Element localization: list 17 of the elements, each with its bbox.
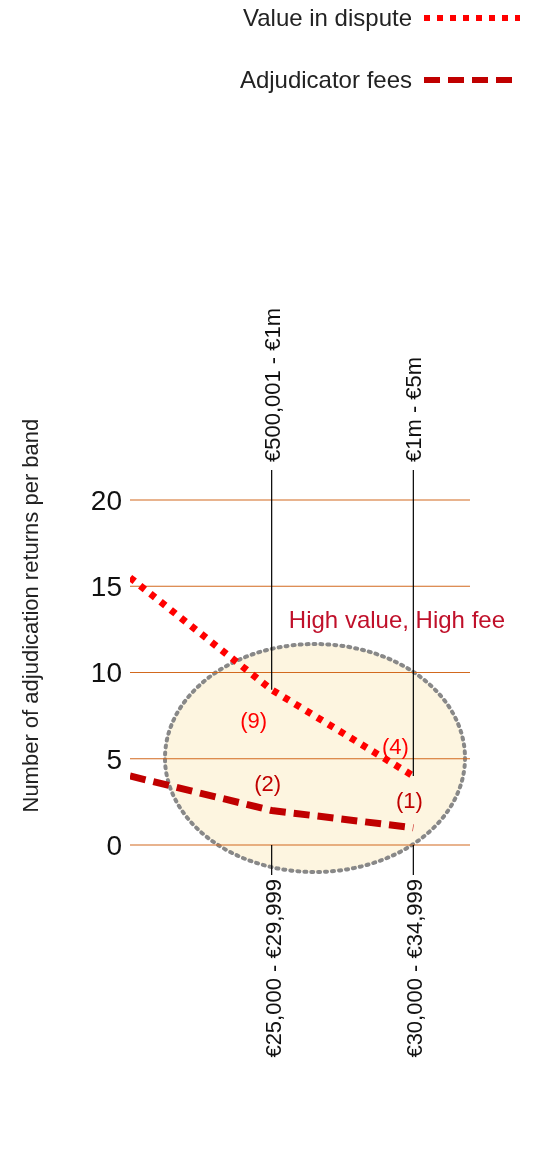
y-tick-label: 0: [106, 829, 122, 861]
ref-line-label: €500,001 - €1m: [259, 307, 285, 462]
x-tick-label: €25,000 - €29,999: [260, 879, 286, 1058]
y-axis-title: Number of adjudication returns per band: [17, 418, 43, 813]
data-label: (2): [254, 770, 282, 796]
y-tick-label: 15: [90, 571, 122, 603]
data-label: (4): [381, 734, 409, 759]
data-label: (1): [395, 787, 423, 813]
data-label: (9): [240, 707, 268, 733]
y-tick-label: 10: [90, 657, 122, 689]
legend-label: Value in dispute: [242, 4, 412, 32]
legend-label: Adjudicator fees: [239, 66, 412, 94]
x-tick-label: €30,000 - €34,999: [402, 879, 428, 1058]
y-tick-label: 5: [106, 743, 122, 775]
ref-line-label: €1m - €5m: [401, 356, 427, 462]
annotation: High value, High fee: [288, 606, 505, 633]
y-tick-label: 20: [90, 484, 122, 516]
